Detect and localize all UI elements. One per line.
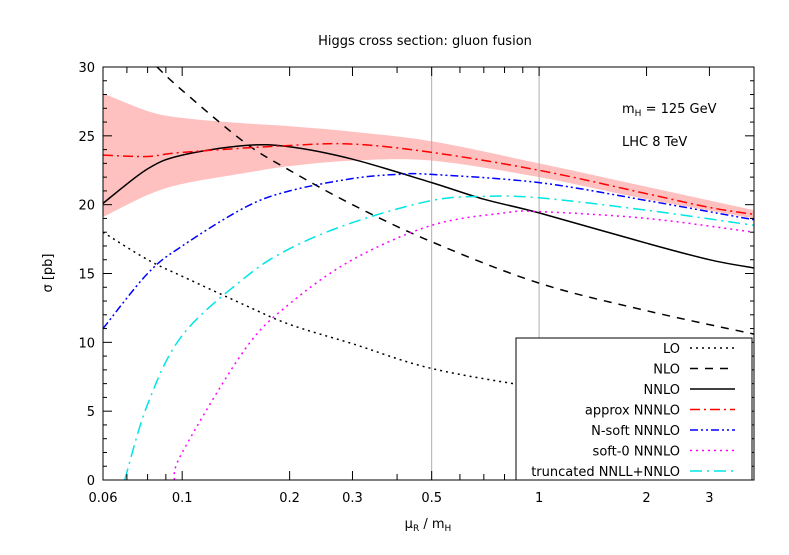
x-tick-label: 2	[642, 491, 650, 506]
annotation-collider: LHC 8 TeV	[622, 135, 687, 150]
y-tick-label: 5	[87, 405, 95, 420]
x-label-sub-r: R	[413, 524, 419, 534]
series-line-n-soft-nnnlo	[103, 172, 754, 330]
y-tick-label: 25	[78, 130, 95, 145]
x-tick-label: 0.06	[89, 491, 118, 506]
x-tick-label: 0.3	[342, 491, 363, 506]
x-tick-label: 0.5	[421, 491, 442, 506]
annotation-mass-sub: H	[635, 109, 642, 119]
annotation-higgs-mass: mH = 125 GeV	[622, 102, 717, 119]
legend-label-approx-nnnlo: approx NNNLO	[585, 404, 680, 419]
annotation-mass-m: m	[622, 102, 635, 117]
y-tick-label: 0	[87, 474, 95, 489]
x-tick-label: 3	[705, 491, 713, 506]
legend-label-truncated-nnll-nnlo: truncated NNLL+NNLO	[531, 465, 680, 480]
x-label-mid: / m	[419, 517, 444, 532]
x-label-sub-h: H	[445, 524, 452, 534]
y-tick-label: 20	[78, 199, 95, 214]
legend-label-soft-0-nnnlo: soft-0 NNNLO	[593, 445, 680, 460]
legend-label-n-soft-nnnlo: N-soft NNNLO	[591, 424, 680, 439]
uncertainty-band	[103, 93, 754, 219]
legend-label-nlo: NLO	[653, 363, 680, 378]
y-tick-label: 30	[78, 61, 95, 76]
series-line-truncated-nnll-nnlo	[123, 195, 754, 480]
legend-label-lo: LO	[663, 342, 680, 357]
annotation-mass-rest: = 125 GeV	[641, 102, 716, 117]
series-line-approx-nnnlo	[103, 142, 754, 216]
y-tick-label: 10	[78, 336, 95, 351]
x-tick-label: 0.2	[279, 491, 300, 506]
x-tick-label: 0.1	[172, 491, 193, 506]
x-label-mu: μ	[405, 517, 413, 532]
legend: LO NLO NNLO approx NNNLO N-soft NNNLO soft-0 …	[515, 337, 753, 481]
x-tick-label: 1	[535, 491, 543, 506]
x-axis-label: μR / mH	[405, 517, 452, 534]
y-tick-label: 15	[78, 268, 95, 283]
y-axis-label: σ [pb]	[41, 253, 56, 292]
legend-label-nnlo: NNLO	[644, 383, 680, 398]
chart-title: Higgs cross section: gluon fusion	[318, 34, 532, 49]
